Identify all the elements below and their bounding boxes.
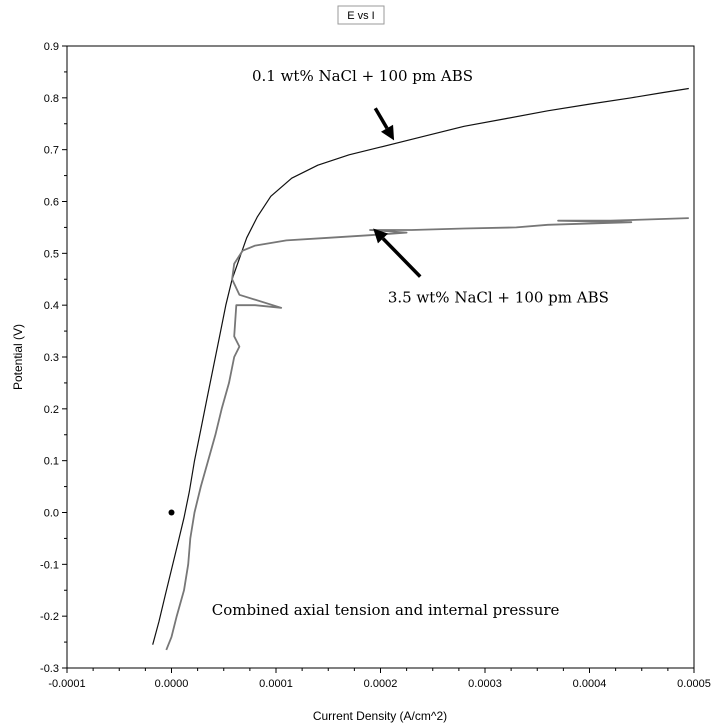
x-tick-labels: -0.0001 0.0000 0.0001 0.0002 0.0003 0.0004 0.0… <box>48 678 710 690</box>
y-tick-label: -0.3 <box>40 663 59 675</box>
y-tick-label: 0.8 <box>44 93 59 105</box>
data-marker-point <box>168 509 175 516</box>
chart-title-frame <box>337 5 385 25</box>
chart-title-button[interactable]: E vs I <box>337 5 385 25</box>
annotation-arrow-head <box>380 124 395 141</box>
annotation-arrow-head <box>373 228 388 244</box>
arrow-layer <box>373 107 422 278</box>
x-tick-label: 0.0002 <box>364 678 398 690</box>
annotation-label-2: 3.5 wt% NaCl + 100 pm ABS <box>388 289 609 307</box>
series-layer <box>152 87 689 651</box>
annotation-layer: 0.1 wt% NaCl + 100 pm ABS 3.5 wt% NaCl + … <box>212 67 609 619</box>
plot-frame <box>66 45 695 669</box>
axis-ticks <box>62 45 695 673</box>
x-tick-label: 0.0005 <box>677 678 711 690</box>
x-axis-title: Current Density (A/cm^2) <box>313 709 447 723</box>
x-tick-label: 0.0000 <box>155 678 189 690</box>
y-tick-label: -0.2 <box>40 611 59 623</box>
x-tick-label: -0.0001 <box>48 678 85 690</box>
y-tick-label: 0.1 <box>44 456 59 468</box>
y-tick-label: 0.7 <box>44 145 59 157</box>
y-tick-label: 0.9 <box>44 41 59 53</box>
annotation-arrow-shaft <box>381 237 422 278</box>
x-tick-label: 0.0001 <box>259 678 293 690</box>
y-tick-label: 0.6 <box>44 197 59 209</box>
y-tick-label: 0.4 <box>44 300 59 312</box>
y-tick-label: 0.3 <box>44 352 59 364</box>
x-tick-label: 0.0003 <box>468 678 502 690</box>
annotation-arrow-shaft <box>373 107 389 130</box>
series-line-2 <box>165 217 689 651</box>
x-tick-label: 0.0004 <box>573 678 607 690</box>
y-tick-labels: -0.3 -0.2 -0.1 0.0 0.1 0.2 0.3 0.4 0.5 0.6 0.7 0.8 0… <box>40 41 59 675</box>
y-tick-label: 0.2 <box>44 404 59 416</box>
y-tick-label: -0.1 <box>40 559 59 571</box>
series-line-1 <box>152 87 689 645</box>
annotation-label-1: 0.1 wt% NaCl + 100 pm ABS <box>252 67 473 85</box>
y-tick-label: 0.0 <box>44 508 59 520</box>
chart-title: E vs I <box>347 10 375 22</box>
y-axis-title: Potential (V) <box>11 324 25 390</box>
annotation-label-3: Combined axial tension and internal pres… <box>212 601 560 619</box>
y-tick-label: 0.5 <box>44 248 59 260</box>
